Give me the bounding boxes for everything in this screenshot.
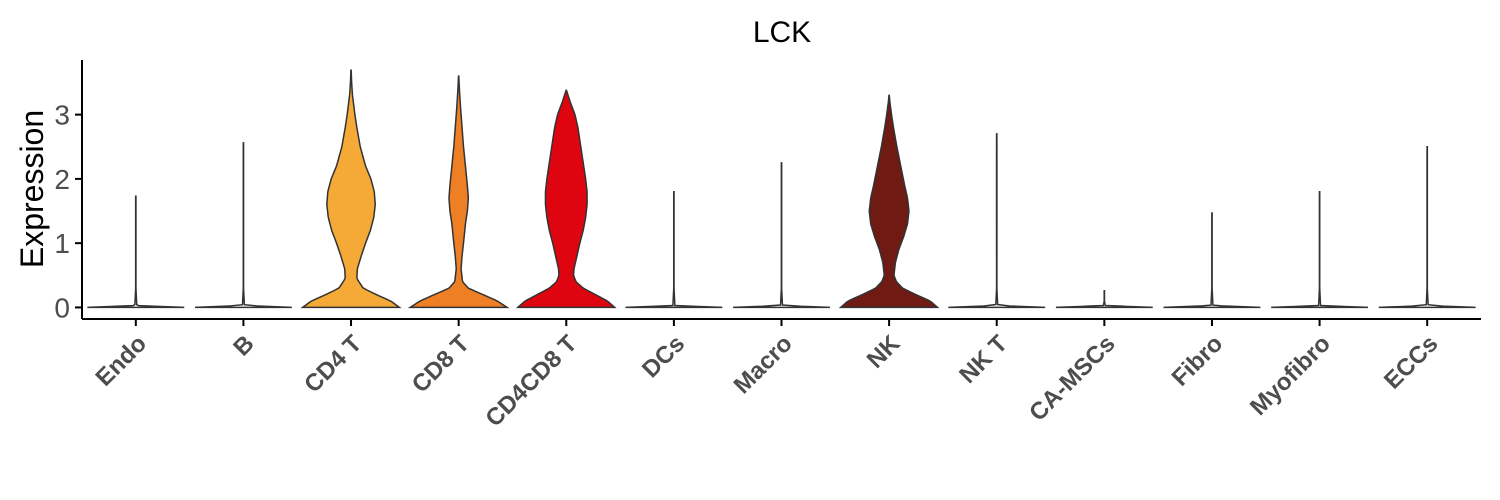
- x-tick-label-eccs: ECCs: [1379, 330, 1443, 394]
- violin-eccs: [1378, 146, 1476, 309]
- x-tick-label-nk-t: NK T: [954, 330, 1013, 389]
- violin-cd8-t: [407, 75, 510, 309]
- violin-fibro: [1163, 212, 1261, 309]
- violin-nk: [838, 94, 940, 309]
- violin-cd4cd8-t: [515, 89, 617, 309]
- chart-title: LCK: [753, 16, 811, 49]
- x-tick-label-b: B: [228, 330, 259, 361]
- violin-cd4-t: [300, 69, 402, 309]
- x-tick-label-fibro: Fibro: [1167, 330, 1229, 392]
- violin-endo: [87, 195, 185, 309]
- violin-macro: [733, 162, 830, 309]
- y-tick-label: 1: [54, 228, 70, 259]
- y-tick-group: 0 1 2 3: [54, 100, 82, 323]
- x-tick-group: Endo B CD4 T CD8 T CD4CD8 T DCs Macro NK NK T CA-…: [91, 319, 1443, 432]
- violin-b: [194, 142, 292, 309]
- x-tick-label-cd4-t: CD4 T: [299, 330, 367, 398]
- y-tick-label: 0: [54, 292, 70, 323]
- violin-nk-t: [948, 133, 1046, 309]
- x-tick-label-dcs: DCs: [637, 330, 690, 383]
- violin-dcs: [625, 191, 723, 309]
- x-tick-label-cd8-t: CD8 T: [407, 330, 475, 398]
- x-tick-label-nk: NK: [862, 330, 906, 374]
- x-tick-label-cd4cd8-t: CD4CD8 T: [480, 330, 582, 432]
- violin-ca-mscs: [1055, 289, 1153, 309]
- y-axis-label: Expression: [14, 110, 50, 268]
- x-tick-label-endo: Endo: [91, 330, 153, 392]
- x-tick-label-ca-mscs: CA-MSCs: [1024, 330, 1120, 426]
- violin-group: [87, 69, 1476, 309]
- y-tick-label: 3: [54, 100, 70, 131]
- violin-myofibro: [1271, 191, 1369, 309]
- y-tick-label: 2: [54, 164, 70, 195]
- x-tick-label-myofibro: Myofibro: [1245, 330, 1336, 421]
- x-tick-label-macro: Macro: [729, 330, 798, 399]
